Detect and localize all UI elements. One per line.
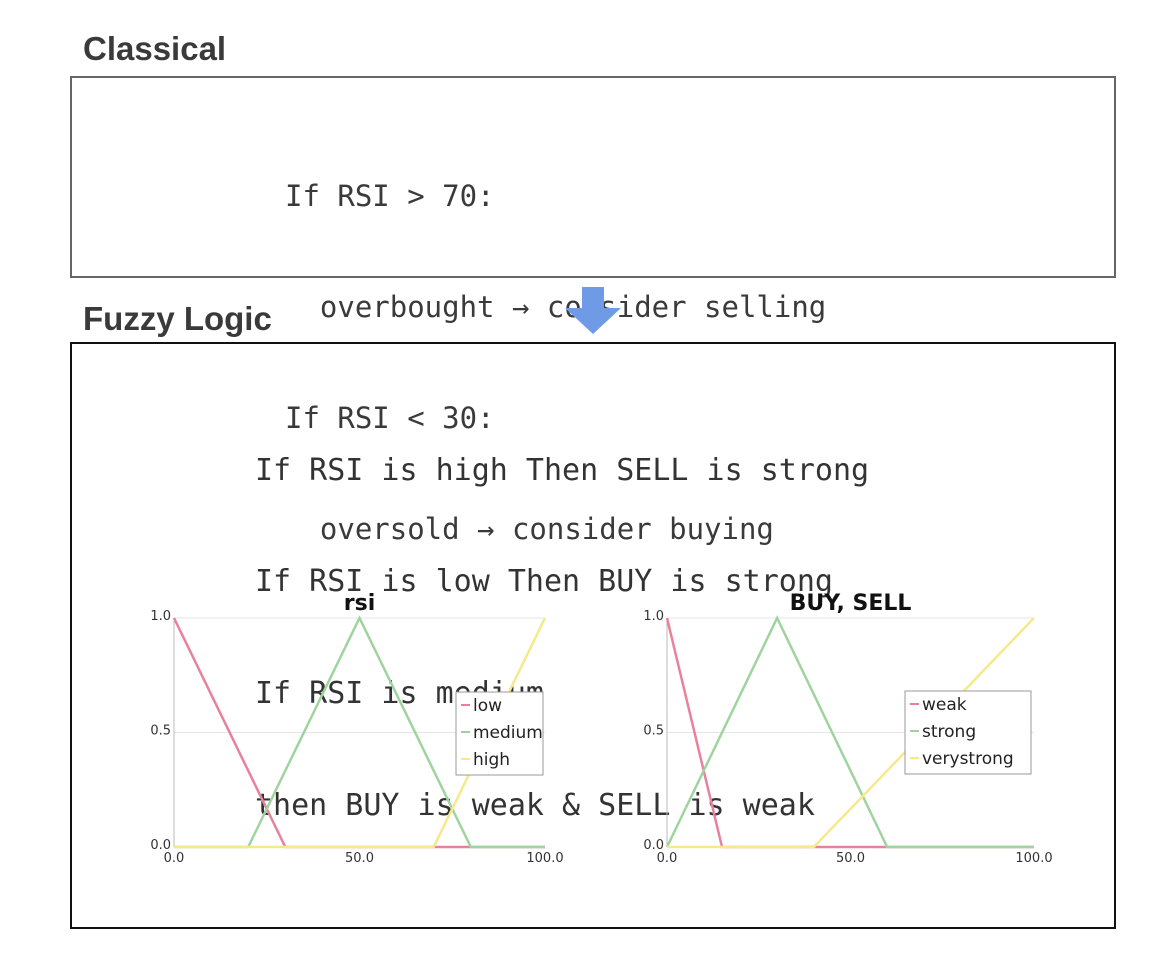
series-line-strong [665,615,1034,849]
y-tick-label: 0.0 [150,838,171,853]
x-tick-label: 100.0 [1015,851,1052,866]
x-tick-label: 100.0 [526,851,563,866]
code-line: If RSI < 30: [285,401,495,435]
x-tick-label: 0.0 [164,851,185,866]
x-tick-label: 50.0 [345,851,374,866]
legend-label: high [473,750,510,770]
buy-sell-membership-chart: BUY, SELL 0.0 0.5 1.0 0.0 50.0 100.0 weak strong… [643,591,1052,866]
legend-label: strong [922,722,976,742]
arrow-down-icon [565,287,621,334]
code-line: oversold → consider buying [285,512,774,546]
legend-label: low [473,696,502,716]
code-line: If RSI is low Then BUY is strong [255,564,833,600]
y-tick-label: 1.0 [643,609,664,624]
classical-code-block: If RSI > 70: overbought → consider selli… [285,104,826,622]
fuzzy-rule-box: If RSI is high Then SELL is strong If RS… [70,342,1116,929]
y-tick-label: 0.5 [643,724,664,739]
x-tick-label: 0.0 [657,851,678,866]
rsi-membership-chart: rsi 0.0 0.5 1.0 0.0 50.0 100.0 low medium high [150,591,563,866]
classical-rule-box: If RSI > 70: overbought → consider selli… [70,76,1116,546]
chart-title: BUY, SELL [790,591,912,616]
code-line: If RSI > 70: [285,179,495,213]
x-tick-label: 50.0 [836,851,865,866]
classical-heading: Classical [83,30,227,67]
y-tick-label: 1.0 [150,609,171,624]
y-tick-label: 0.5 [150,724,171,739]
legend-box [904,690,1032,775]
fuzzy-logic-heading: Fuzzy Logic [83,300,272,337]
legend-label: medium [473,723,543,743]
legend-label: verystrong [922,749,1014,769]
fuzzy-code-block: If RSI is high Then SELL is strong If RS… [255,377,869,899]
legend-label: weak [922,695,967,715]
chart-title: rsi [344,591,376,616]
y-tick-label: 0.0 [643,838,664,853]
code-line: If RSI is high Then SELL is strong [255,452,870,488]
code-line: overbought → consider selling [285,290,827,324]
legend-box [455,691,544,776]
